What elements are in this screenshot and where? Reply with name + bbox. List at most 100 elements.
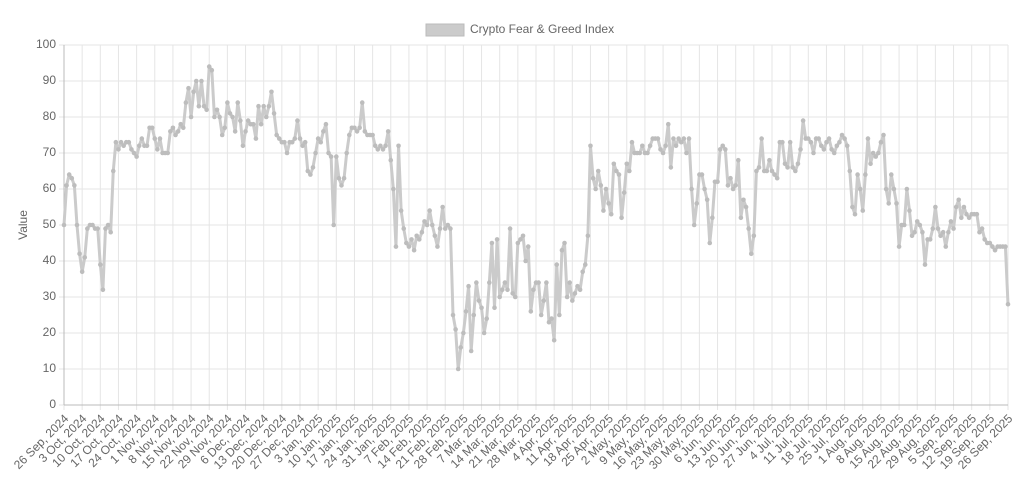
data-point bbox=[837, 139, 842, 145]
data-point bbox=[834, 143, 840, 149]
data-point bbox=[614, 168, 619, 174]
data-point bbox=[987, 240, 993, 246]
data-point bbox=[896, 244, 902, 249]
data-point bbox=[448, 226, 453, 231]
data-point bbox=[663, 143, 668, 149]
data-point bbox=[544, 280, 549, 285]
data-point bbox=[806, 136, 811, 141]
y-tick-label: 100 bbox=[36, 37, 56, 51]
data-point bbox=[647, 143, 653, 149]
data-point bbox=[943, 244, 949, 249]
data-point bbox=[331, 222, 337, 228]
y-tick-label: 50 bbox=[43, 217, 57, 231]
data-point bbox=[416, 237, 422, 242]
data-point bbox=[300, 143, 305, 149]
data-point bbox=[914, 219, 920, 224]
data-point bbox=[904, 186, 910, 192]
data-point bbox=[842, 136, 847, 141]
data-point bbox=[608, 211, 614, 217]
data-point bbox=[870, 150, 876, 156]
data-point bbox=[321, 129, 326, 134]
data-point bbox=[852, 211, 858, 217]
data-point bbox=[315, 136, 321, 141]
data-point bbox=[982, 237, 987, 242]
data-point bbox=[523, 258, 528, 264]
y-tick-label: 40 bbox=[43, 253, 57, 267]
data-point bbox=[497, 294, 502, 300]
data-point bbox=[372, 143, 378, 149]
data-point bbox=[344, 150, 349, 156]
data-point bbox=[912, 229, 917, 235]
data-point bbox=[484, 316, 490, 321]
data-point bbox=[951, 226, 956, 231]
data-point bbox=[481, 330, 487, 336]
data-point bbox=[326, 150, 331, 156]
data-point bbox=[582, 262, 588, 267]
data-point bbox=[637, 150, 643, 156]
data-point bbox=[595, 168, 601, 174]
data-point bbox=[990, 244, 995, 249]
data-point bbox=[593, 186, 598, 192]
data-point bbox=[850, 204, 855, 210]
data-point bbox=[494, 237, 500, 242]
data-point bbox=[134, 154, 139, 159]
data-point bbox=[404, 240, 409, 246]
data-point bbox=[297, 136, 303, 141]
data-point bbox=[787, 139, 793, 145]
data-point bbox=[432, 233, 438, 239]
data-point bbox=[857, 186, 863, 192]
data-point bbox=[603, 186, 609, 192]
data-point bbox=[352, 125, 357, 131]
data-point bbox=[772, 172, 777, 177]
data-point bbox=[881, 132, 886, 138]
y-axis-label: Value bbox=[16, 210, 30, 240]
data-point bbox=[292, 136, 298, 141]
data-point bbox=[235, 100, 241, 105]
data-point bbox=[318, 139, 324, 145]
data-point bbox=[707, 240, 713, 246]
data-point bbox=[380, 147, 386, 152]
data-point bbox=[863, 172, 868, 177]
data-point bbox=[77, 251, 82, 257]
legend-swatch bbox=[425, 23, 465, 37]
data-point bbox=[302, 139, 308, 145]
data-point bbox=[341, 175, 347, 181]
data-point bbox=[271, 111, 277, 116]
data-point bbox=[645, 150, 650, 156]
data-point bbox=[748, 251, 754, 257]
data-point bbox=[564, 294, 570, 300]
data-point bbox=[479, 305, 484, 311]
data-point bbox=[824, 139, 829, 145]
data-point bbox=[186, 85, 191, 91]
data-point bbox=[310, 165, 316, 170]
data-point bbox=[121, 143, 126, 149]
data-point bbox=[621, 190, 627, 195]
data-point bbox=[458, 345, 464, 350]
data-point bbox=[520, 233, 526, 239]
data-point bbox=[756, 165, 762, 170]
data-point bbox=[725, 183, 731, 188]
data-point bbox=[930, 226, 936, 231]
data-point bbox=[780, 139, 785, 145]
data-point bbox=[515, 240, 521, 246]
data-point bbox=[414, 233, 420, 239]
data-point bbox=[196, 103, 202, 109]
data-point bbox=[616, 172, 622, 177]
data-point bbox=[131, 150, 137, 156]
data-point bbox=[422, 219, 427, 224]
data-point bbox=[562, 240, 567, 246]
data-point bbox=[173, 132, 178, 138]
data-point bbox=[878, 139, 884, 145]
data-point bbox=[276, 136, 282, 141]
data-point bbox=[308, 172, 313, 177]
data-point bbox=[362, 129, 368, 134]
data-point bbox=[450, 312, 456, 318]
data-point bbox=[95, 226, 101, 231]
data-point bbox=[694, 201, 700, 206]
data-point bbox=[253, 136, 259, 141]
data-point bbox=[492, 305, 497, 311]
data-point bbox=[920, 229, 925, 235]
data-point bbox=[798, 147, 803, 152]
data-point bbox=[64, 183, 69, 188]
